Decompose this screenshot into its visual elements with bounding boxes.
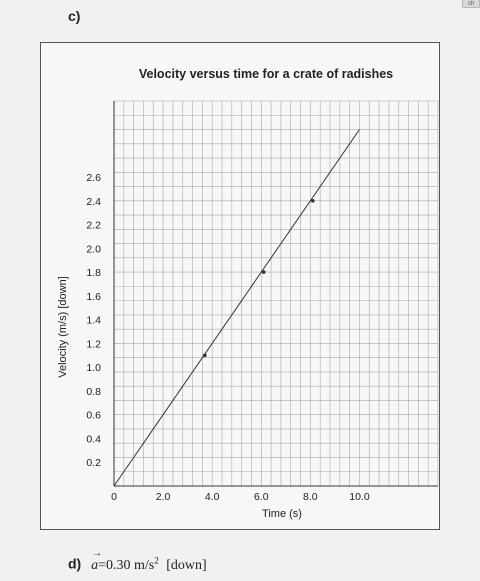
vector-arrow-icon: → (92, 547, 103, 559)
y-tick-label: 1.0 (86, 362, 101, 374)
x-tick-label: 6.0 (254, 491, 269, 503)
chart-title: Velocity versus time for a crate of radi… (139, 67, 393, 81)
y-tick-label: 0.6 (86, 410, 101, 422)
x-tick-label: 0 (111, 491, 117, 503)
y-tick-label: 1.8 (86, 267, 101, 279)
acceleration-expression: =0.30 m/s (98, 557, 155, 573)
x-tick-label: 8.0 (303, 491, 318, 503)
data-point (311, 199, 315, 203)
y-tick-label: 0.4 (86, 433, 101, 445)
y-tick-label: 1.4 (86, 315, 101, 327)
chart-frame: Velocity versus time for a crate of radi… (40, 42, 440, 530)
acceleration-exponent: 2 (154, 555, 159, 565)
tick-labels: 0 2.0 4.0 6.0 8.0 10.0 0.2 0.4 0.6 0.8 1.0 1.2 1.4 1.… (86, 172, 369, 503)
acceleration-answer: → a=0.30 m/s2 [down] (91, 548, 207, 574)
y-tick-label: 1.6 (86, 291, 101, 303)
y-tick-label: 0.8 (86, 386, 101, 398)
velocity-time-chart: Velocity versus time for a crate of radi… (57, 67, 439, 520)
y-tick-label: 2.0 (86, 243, 101, 255)
y-axis-label: Velocity (m/s) [down] (57, 276, 69, 377)
x-tick-label: 2.0 (156, 491, 171, 503)
axes (113, 101, 438, 487)
grid (113, 100, 439, 487)
part-d-label: d) (68, 555, 82, 572)
x-tick-label: 10.0 (349, 491, 370, 503)
acceleration-direction: [down] (166, 557, 207, 573)
data-layer (113, 129, 360, 487)
data-point (261, 270, 266, 274)
part-c-label: c) (68, 8, 81, 24)
y-tick-label: 2.2 (86, 220, 101, 232)
y-tick-label: 2.6 (86, 172, 101, 184)
acceleration-vector: → a (91, 548, 102, 574)
x-tick-label: 4.0 (205, 491, 220, 503)
acceleration-symbol: a (91, 557, 99, 573)
y-tick-label: 2.4 (86, 196, 101, 208)
y-tick-label: 0.2 (86, 457, 101, 469)
best-fit-line (113, 129, 360, 487)
part-d-answer: d) → a=0.30 m/s2 [down] (68, 548, 207, 574)
corner-tab[interactable]: ch (462, 0, 480, 8)
data-point (203, 353, 207, 358)
x-axis-label: Time (s) (262, 508, 302, 520)
y-tick-label: 1.2 (86, 338, 101, 350)
